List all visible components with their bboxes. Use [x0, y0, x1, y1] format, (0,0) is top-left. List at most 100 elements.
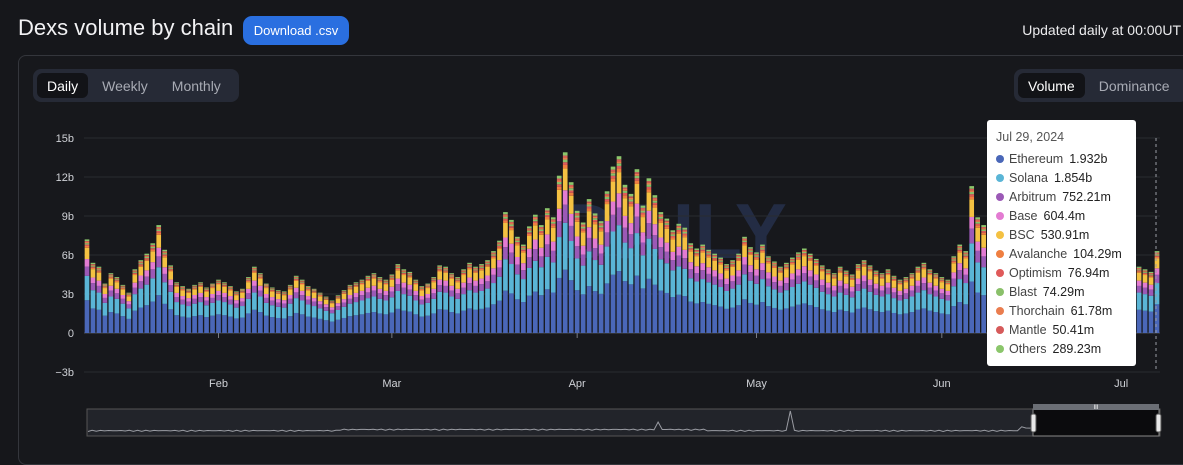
bar-segment-blast[interactable] — [305, 288, 311, 289]
bar-segment-arbitrum[interactable] — [299, 295, 305, 301]
bar-segment-optimism[interactable] — [981, 231, 986, 233]
bar-segment-arbitrum[interactable] — [455, 293, 460, 299]
bar-segment-optimism[interactable] — [538, 231, 544, 233]
bar-segment-others[interactable] — [933, 273, 939, 275]
bar-segment-thorchain[interactable] — [263, 284, 269, 286]
bar-segment-solana[interactable] — [84, 275, 90, 301]
bar-segment-bsc[interactable] — [407, 277, 413, 285]
bar-segment-blast[interactable] — [383, 281, 389, 283]
bar-segment-mantle[interactable] — [592, 215, 598, 217]
bar-segment-ethereum[interactable] — [694, 303, 700, 333]
bar-segment-avalanche[interactable] — [778, 271, 783, 273]
bar-segment-optimism[interactable] — [532, 221, 538, 223]
bar-segment-arbitrum[interactable] — [640, 242, 646, 256]
bar-segment-mantle[interactable] — [503, 214, 508, 216]
bar-segment-base[interactable] — [281, 300, 287, 304]
bar-segment-optimism[interactable] — [150, 248, 156, 250]
bar-segment-solana[interactable] — [443, 292, 448, 310]
bar-segment-thorchain[interactable] — [455, 278, 460, 280]
bar-segment-solana[interactable] — [766, 286, 771, 307]
bar-segment-base[interactable] — [359, 290, 365, 296]
bar-segment-optimism[interactable] — [491, 255, 496, 257]
bar-segment-bsc[interactable] — [784, 269, 789, 278]
bar-segment-arbitrum[interactable] — [945, 295, 951, 301]
bar-segment-others[interactable] — [419, 286, 425, 288]
bar-segment-others[interactable] — [837, 266, 843, 268]
bar-segment-bsc[interactable] — [521, 252, 526, 264]
bar-segment-avalanche[interactable] — [150, 249, 156, 252]
bar-segment-others[interactable] — [790, 257, 795, 259]
bar-segment-mantle[interactable] — [150, 244, 156, 246]
bar-segment-optimism[interactable] — [682, 233, 688, 236]
bar-segment-ethereum[interactable] — [198, 315, 203, 333]
bar-segment-bsc[interactable] — [437, 271, 443, 280]
bar-segment-optimism[interactable] — [801, 253, 807, 255]
bar-segment-blast[interactable] — [903, 279, 909, 281]
bar-segment-solana[interactable] — [192, 303, 197, 317]
bar-segment-arbitrum[interactable] — [521, 270, 526, 280]
bar-segment-bsc[interactable] — [108, 278, 114, 286]
bar-segment-optimism[interactable] — [84, 244, 90, 246]
bar-segment-base[interactable] — [610, 201, 616, 215]
bar-segment-others[interactable] — [275, 290, 281, 291]
bar-segment-others[interactable] — [712, 253, 717, 256]
bar-segment-solana[interactable] — [909, 296, 915, 313]
bar-segment-optimism[interactable] — [825, 272, 831, 274]
bar-segment-base[interactable] — [873, 283, 879, 289]
bar-segment-thorchain[interactable] — [586, 202, 592, 205]
bar-segment-blast[interactable] — [192, 286, 197, 288]
bar-segment-ethereum[interactable] — [706, 303, 712, 333]
bar-segment-solana[interactable] — [491, 283, 496, 305]
bar-segment-mantle[interactable] — [156, 227, 162, 229]
bar-segment-blast[interactable] — [359, 281, 365, 283]
bar-segment-thorchain[interactable] — [521, 247, 526, 249]
bar-segment-solana[interactable] — [778, 292, 783, 310]
bar-segment-bsc[interactable] — [933, 278, 939, 286]
bar-segment-others[interactable] — [371, 273, 377, 275]
bar-segment-ethereum[interactable] — [437, 309, 443, 333]
bar-segment-arbitrum[interactable] — [335, 306, 341, 310]
bar-segment-blast[interactable] — [527, 230, 532, 233]
bar-segment-mantle[interactable] — [933, 274, 939, 275]
bar-segment-ethereum[interactable] — [598, 293, 604, 333]
bar-segment-arbitrum[interactable] — [305, 299, 311, 305]
bar-segment-thorchain[interactable] — [305, 287, 311, 289]
bar-segment-optimism[interactable] — [945, 282, 951, 284]
bar-segment-solana[interactable] — [449, 296, 454, 313]
bar-segment-solana[interactable] — [532, 260, 538, 292]
bar-segment-thorchain[interactable] — [915, 268, 921, 270]
bar-segment-bsc[interactable] — [180, 290, 185, 297]
bar-segment-solana[interactable] — [640, 255, 646, 289]
bar-segment-avalanche[interactable] — [790, 262, 795, 265]
bar-segment-mantle[interactable] — [819, 266, 825, 268]
bar-segment-others[interactable] — [407, 271, 413, 273]
bar-segment-base[interactable] — [652, 224, 658, 236]
bar-segment-bsc[interactable] — [682, 237, 688, 250]
bar-segment-ethereum[interactable] — [855, 308, 861, 333]
bar-segment-bsc[interactable] — [879, 278, 885, 286]
bar-segment-mantle[interactable] — [162, 251, 168, 253]
bar-segment-optimism[interactable] — [114, 280, 120, 282]
bar-segment-ethereum[interactable] — [1142, 310, 1148, 333]
bar-segment-bsc[interactable] — [778, 272, 783, 281]
bar-segment-avalanche[interactable] — [246, 281, 251, 283]
bar-segment-solana[interactable] — [915, 292, 921, 310]
bar-segment-base[interactable] — [544, 234, 550, 245]
bar-segment-blast[interactable] — [503, 216, 508, 219]
bar-segment-arbitrum[interactable] — [431, 293, 437, 299]
bar-segment-bsc[interactable] — [287, 289, 293, 295]
bar-segment-ethereum[interactable] — [521, 302, 526, 333]
bar-segment-mantle[interactable] — [903, 278, 909, 279]
bar-segment-ethereum[interactable] — [736, 305, 741, 333]
bar-segment-avalanche[interactable] — [299, 283, 305, 285]
bar-segment-thorchain[interactable] — [897, 281, 903, 282]
bar-segment-bsc[interactable] — [341, 293, 347, 300]
bar-segment-bsc[interactable] — [204, 291, 209, 298]
bar-segment-avalanche[interactable] — [186, 291, 191, 293]
bar-segment-optimism[interactable] — [407, 275, 413, 277]
bar-segment-ethereum[interactable] — [216, 314, 221, 333]
bar-segment-avalanche[interactable] — [263, 287, 269, 289]
bar-segment-thorchain[interactable] — [240, 290, 245, 291]
bar-segment-ethereum[interactable] — [305, 316, 311, 333]
bar-segment-optimism[interactable] — [712, 258, 717, 260]
